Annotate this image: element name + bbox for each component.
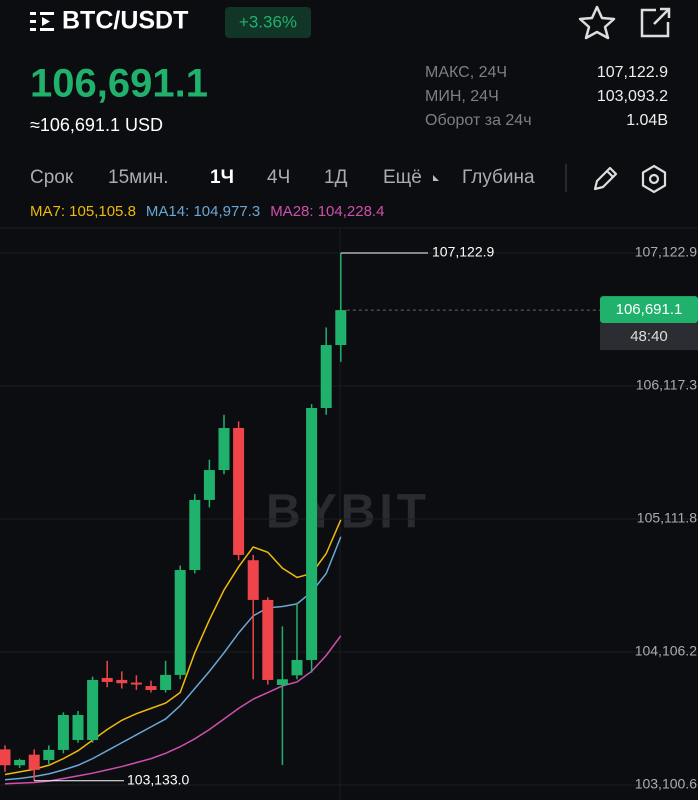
menu-icon[interactable] <box>30 12 54 31</box>
price: 106,691.1 <box>30 62 208 106</box>
candle-body <box>116 679 128 684</box>
ma-line <box>4 635 342 785</box>
candle-body <box>233 427 245 555</box>
settings-dot <box>648 173 660 185</box>
dropdown-arrow <box>433 175 439 181</box>
stat-value: 103,093.2 <box>597 88 668 105</box>
candle-body <box>306 408 318 660</box>
high-label: 107,122.9 <box>432 244 494 260</box>
settings-hex <box>641 164 667 194</box>
menu-bar <box>40 12 54 15</box>
legend: MA7: 105,105.8 MA14: 104,977.3 MA28: 104,2… <box>30 203 384 220</box>
tab[interactable]: Ещё <box>383 167 422 188</box>
share-box <box>640 8 670 38</box>
candle-body <box>291 659 303 676</box>
tab[interactable]: 15мин. <box>108 167 169 188</box>
stat-label: МИН, 24Ч <box>425 88 499 105</box>
candle-body <box>101 677 113 682</box>
candle-body <box>335 310 347 346</box>
change: +3.36% <box>239 12 297 31</box>
stat-value: 1.04B <box>626 112 668 129</box>
ma-legend: MA28: 104,228.4 <box>270 203 384 220</box>
candle-body <box>43 749 55 760</box>
y-tick-label: 106,117.3 <box>636 377 697 393</box>
candle-body <box>14 759 26 766</box>
candle-body <box>145 686 157 690</box>
ma-legend: MA7: 105,105.8 <box>30 203 136 220</box>
y-tick-label: 104,106.2 <box>635 643 697 659</box>
y-tick-label: 105,111.8 <box>637 510 697 526</box>
ma-legend: MA14: 104,977.3 <box>146 203 260 220</box>
y-tick-label: 107,122.9 <box>635 244 697 260</box>
usd-price: ≈106,691.1 USD <box>30 115 163 135</box>
favorite-icon[interactable] <box>578 5 616 40</box>
candle-body <box>0 749 11 766</box>
draw-icon[interactable] <box>593 166 618 191</box>
tabs: Срок 15мин. 1Ч 4Ч 1Д Ещё Глубина <box>30 167 535 188</box>
tab[interactable]: Глубина <box>462 167 535 188</box>
candle-body <box>72 714 84 740</box>
ma-line <box>4 519 342 776</box>
low-label: 103,133.0 <box>127 771 189 787</box>
y-tick-label: 103,100.6 <box>635 776 697 792</box>
candle-body <box>262 599 274 680</box>
menu-bar <box>30 28 36 31</box>
tab[interactable]: 1Ч <box>210 167 234 188</box>
symbol[interactable]: BTC/USDT <box>62 7 188 35</box>
last-price-label: 106,691.1 <box>616 301 683 318</box>
menu-bar <box>40 28 54 31</box>
menu-bar <box>30 12 36 15</box>
tab[interactable]: Срок <box>30 167 74 188</box>
share-arrow <box>653 7 671 25</box>
last-price-box <box>600 296 698 324</box>
candle-body <box>130 682 142 685</box>
stat-label: Оборот за 24ч <box>425 112 532 129</box>
settings-icon[interactable] <box>641 164 667 194</box>
share-icon[interactable] <box>640 7 671 38</box>
candle-body <box>247 560 259 600</box>
candle-body <box>203 470 215 500</box>
candle-body <box>87 679 99 740</box>
stats: МАКС, 24Ч 107,122.9 МИН, 24Ч 103,093.2 Оборо… <box>425 64 668 129</box>
candle-body <box>160 674 172 690</box>
candle-body <box>276 679 288 685</box>
countdown-box <box>600 323 698 351</box>
menu-bar <box>30 20 36 23</box>
menu-arrow <box>42 17 50 26</box>
candle-body <box>28 754 40 770</box>
candle-body <box>218 427 230 471</box>
tab[interactable]: 4Ч <box>267 167 290 188</box>
tab[interactable]: 1Д <box>324 167 348 188</box>
countdown: 48:40 <box>630 328 668 345</box>
candle-body <box>174 570 186 675</box>
stat-value: 107,122.9 <box>597 64 668 81</box>
candle-body <box>320 345 332 409</box>
stat-label: МАКС, 24Ч <box>425 64 507 81</box>
candle-body <box>189 499 201 571</box>
candle-body <box>57 714 69 750</box>
change-badge <box>225 7 311 38</box>
watermark: BYBIT <box>266 486 430 539</box>
chart: BYBIT 107,122.9 106,117.3 105,111.8 104,106.… <box>0 227 698 800</box>
ma-line <box>4 536 342 781</box>
